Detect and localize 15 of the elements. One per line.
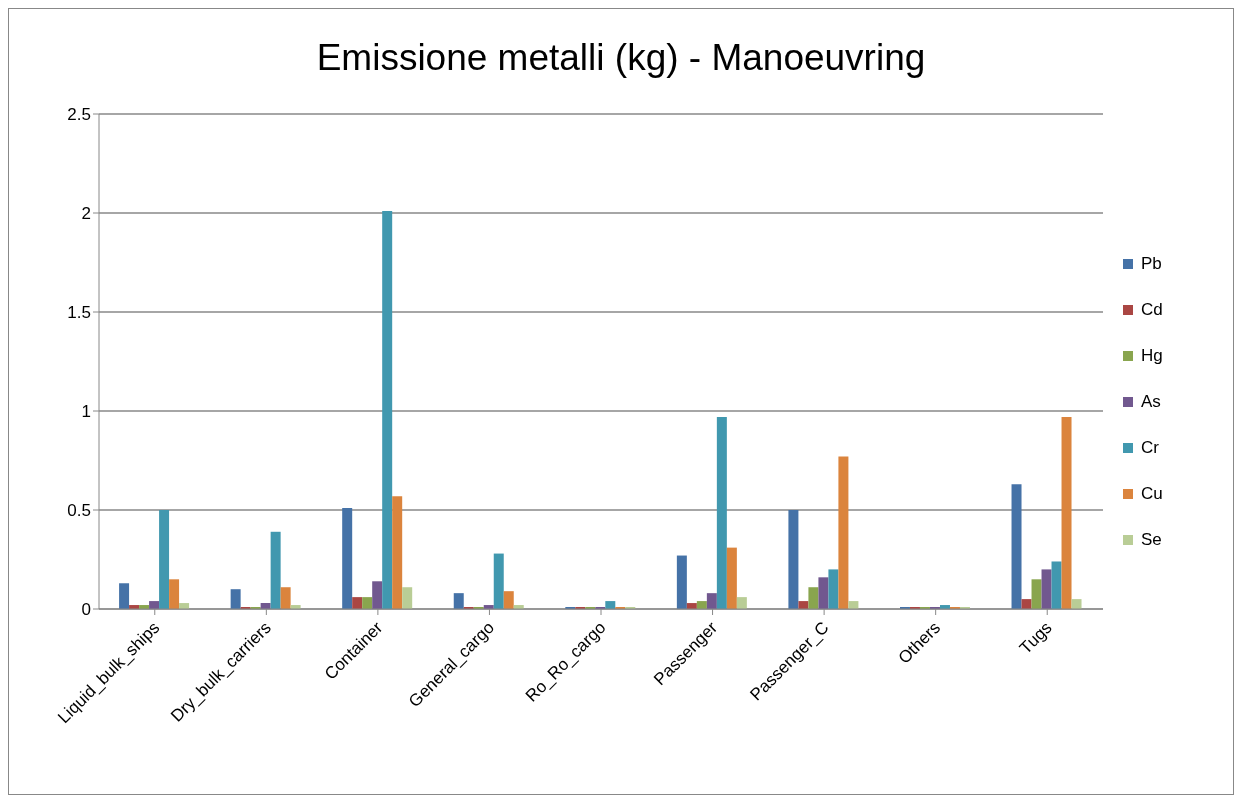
y-tick-label: 1 xyxy=(81,402,91,422)
legend-label: Pb xyxy=(1141,253,1162,274)
legend-label: Se xyxy=(1141,529,1162,550)
chart-title: Emissione metalli (kg) - Manoeuvring xyxy=(315,37,927,79)
legend-label: As xyxy=(1141,391,1161,412)
legend-label: Cu xyxy=(1141,483,1163,504)
y-tick-label: 2.5 xyxy=(67,105,91,125)
y-tick-label: 0.5 xyxy=(67,501,91,521)
y-tick-label: 2 xyxy=(81,204,91,224)
y-tick-label: 1.5 xyxy=(67,303,91,323)
legend-label: Hg xyxy=(1141,345,1163,366)
y-tick-label: 0 xyxy=(81,600,91,620)
legend-label: Cr xyxy=(1141,437,1159,458)
x-tick-label: Tugs xyxy=(1015,618,1056,658)
legend-label: Cd xyxy=(1141,299,1163,320)
